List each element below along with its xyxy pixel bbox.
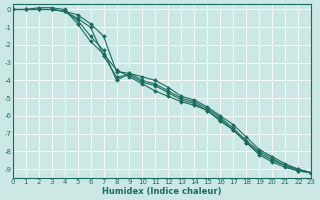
X-axis label: Humidex (Indice chaleur): Humidex (Indice chaleur) [102,187,222,196]
